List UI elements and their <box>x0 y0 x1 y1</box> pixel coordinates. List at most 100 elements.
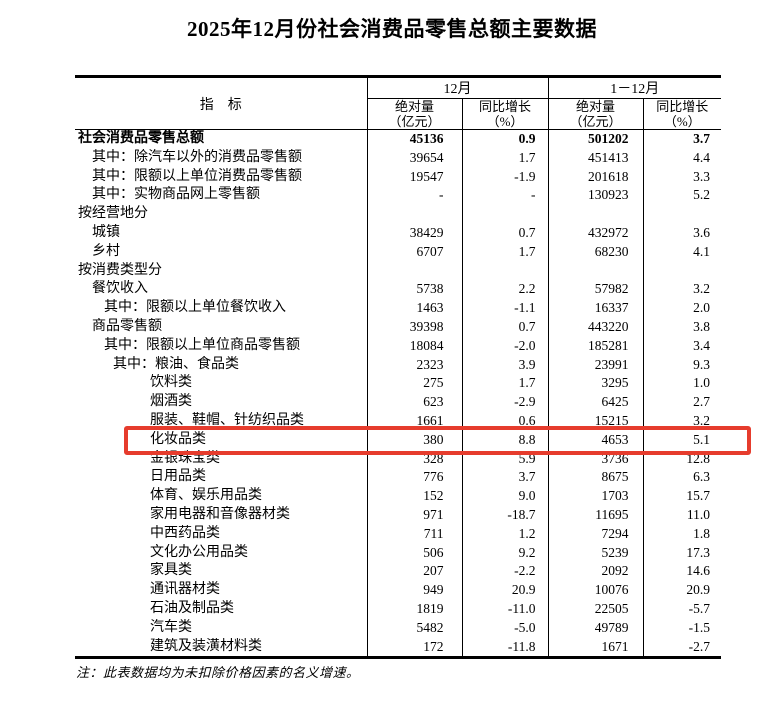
cell-value: 5.1 <box>693 431 710 447</box>
table-row: 日用品类 776 3.7 8675 6.3 <box>75 468 721 488</box>
cell-value: 11695 <box>548 505 644 525</box>
cell-value: 49789 <box>548 618 644 638</box>
cell-value: 14.6 <box>686 563 710 579</box>
cell-value: 12.8 <box>686 450 710 466</box>
cell-value: 201618 <box>548 167 644 187</box>
cell-value <box>643 205 721 224</box>
table-row: 其中：粮油、食品类 2323 3.9 23991 9.3 <box>75 355 721 375</box>
table-row: 通讯器材类 949 20.9 10076 20.9 <box>75 581 721 600</box>
cell-value <box>548 261 644 281</box>
cell-value: 5738 <box>367 280 463 300</box>
cell-value: 2.0 <box>693 300 710 316</box>
table-row: 其中：限额以上单位餐饮收入 1463 -1.1 16337 2.0 <box>75 299 721 318</box>
cell-value: 380 <box>367 430 463 450</box>
cell-value: 185281 <box>548 336 644 356</box>
cell-value: 3.9 <box>462 355 549 375</box>
cell-value: 8675 <box>548 468 644 488</box>
cell-value: 130923 <box>548 186 644 206</box>
subheader-line2: （亿元） <box>569 114 622 129</box>
cell-value: 4.1 <box>693 243 710 259</box>
cell-value: 23991 <box>548 355 644 375</box>
cell-value: 22505 <box>548 599 644 619</box>
cell-value: 9.2 <box>462 543 549 563</box>
table-row: 服装、鞋帽、针纺织品类 1661 0.6 15215 3.2 <box>75 411 721 431</box>
row-label: 服装、鞋帽、针纺织品类 <box>75 411 368 431</box>
cell-value: - <box>462 186 549 206</box>
cell-value: 1.7 <box>462 242 549 262</box>
column-header-dec-yoy: 同比增长 （%） <box>462 98 549 130</box>
row-label: 其中：限额以上单位消费品零售额 <box>75 167 368 187</box>
cell-value: -5.0 <box>462 618 549 638</box>
cell-value: 2323 <box>367 355 463 375</box>
table-row: 化妆品类 380 8.8 4653 5.1 <box>75 430 721 450</box>
row-label: 餐饮收入 <box>75 280 368 300</box>
cell-value: 971 <box>367 505 463 525</box>
subheader-line1: 绝对量 <box>394 99 434 114</box>
cell-value: 3.2 <box>693 412 710 428</box>
table-row: 城镇 38429 0.7 432972 3.6 <box>75 223 721 243</box>
row-label: 按经营地分 <box>75 205 368 224</box>
table-row: 体育、娱乐用品类 152 9.0 1703 15.7 <box>75 487 721 506</box>
cell-value: 3.4 <box>693 337 710 353</box>
cell-value: 68230 <box>548 242 644 262</box>
cell-value: 17.3 <box>686 544 710 560</box>
cell-value: 3.3 <box>693 168 710 184</box>
table-row: 石油及制品类 1819 -11.0 22505 -5.7 <box>75 599 721 619</box>
cell-value: 39654 <box>367 148 463 168</box>
cell-value: -2.2 <box>462 562 549 582</box>
cell-value: 11.0 <box>686 506 710 522</box>
cell-value: 9.0 <box>462 487 549 506</box>
row-label: 文化办公用品类 <box>75 543 368 563</box>
row-label: 体育、娱乐用品类 <box>75 487 368 506</box>
cell-value: 623 <box>367 393 463 412</box>
row-label: 饮料类 <box>75 374 368 394</box>
table-row: 汽车类 5482 -5.0 49789 -1.5 <box>75 618 721 638</box>
cell-value: 2.7 <box>693 394 710 410</box>
row-label: 商品零售额 <box>75 317 368 337</box>
cell-value: 0.7 <box>462 317 549 337</box>
cell-value: 4653 <box>548 430 644 450</box>
cell-value: 57982 <box>548 280 644 300</box>
table-row: 其中：除汽车以外的消费品零售额 39654 1.7 451413 4.4 <box>75 148 721 168</box>
cell-value: -2.0 <box>462 336 549 356</box>
cell-value: 1.2 <box>462 524 549 544</box>
cell-value: 15215 <box>548 411 644 431</box>
cell-value: -2.7 <box>688 638 710 654</box>
cell-value: 1671 <box>548 637 644 658</box>
row-label: 石油及制品类 <box>75 599 368 619</box>
cell-value: 3.7 <box>462 468 549 488</box>
cell-value: 451413 <box>548 148 644 168</box>
table-row: 社会消费品零售总额 45136 0.9 501202 3.7 <box>75 129 721 149</box>
table-row: 餐饮收入 5738 2.2 57982 3.2 <box>75 280 721 300</box>
row-label: 中西药品类 <box>75 524 368 544</box>
cell-value: 1.7 <box>462 148 549 168</box>
column-header-indicator: 指 标 <box>75 76 368 130</box>
cell-value: -1.9 <box>462 167 549 187</box>
cell-value: -2.9 <box>462 393 549 412</box>
table-row: 按消费类型分 <box>75 261 721 281</box>
cell-value: 3736 <box>548 449 644 469</box>
data-table: 指 标 12月 1－12月 绝对量 （亿元） 同比增长 （%） 绝对量 （亿元） <box>75 75 721 660</box>
cell-value: - <box>367 186 463 206</box>
cell-value: 5482 <box>367 618 463 638</box>
cell-value: 1703 <box>548 487 644 506</box>
row-label: 社会消费品零售总额 <box>75 129 368 149</box>
cell-value: -11.0 <box>462 599 549 619</box>
cell-value: 20.9 <box>686 582 710 598</box>
cell-value: -1.1 <box>462 299 549 318</box>
cell-value: 3.8 <box>693 318 710 334</box>
cell-value: 501202 <box>548 129 644 149</box>
cell-value: 19547 <box>367 167 463 187</box>
cell-value: -11.8 <box>462 637 549 658</box>
table-row: 其中：限额以上单位商品零售额 18084 -2.0 185281 3.4 <box>75 336 721 356</box>
cell-value: 443220 <box>548 317 644 337</box>
cell-value: 38429 <box>367 223 463 243</box>
cell-value: 432972 <box>548 223 644 243</box>
cell-value: 10076 <box>548 581 644 600</box>
cell-value <box>367 261 463 281</box>
table-row: 商品零售额 39398 0.7 443220 3.8 <box>75 317 721 337</box>
cell-value: 4.4 <box>693 149 710 165</box>
cell-value: 20.9 <box>462 581 549 600</box>
table-row: 按经营地分 <box>75 205 721 224</box>
row-label: 通讯器材类 <box>75 581 368 600</box>
